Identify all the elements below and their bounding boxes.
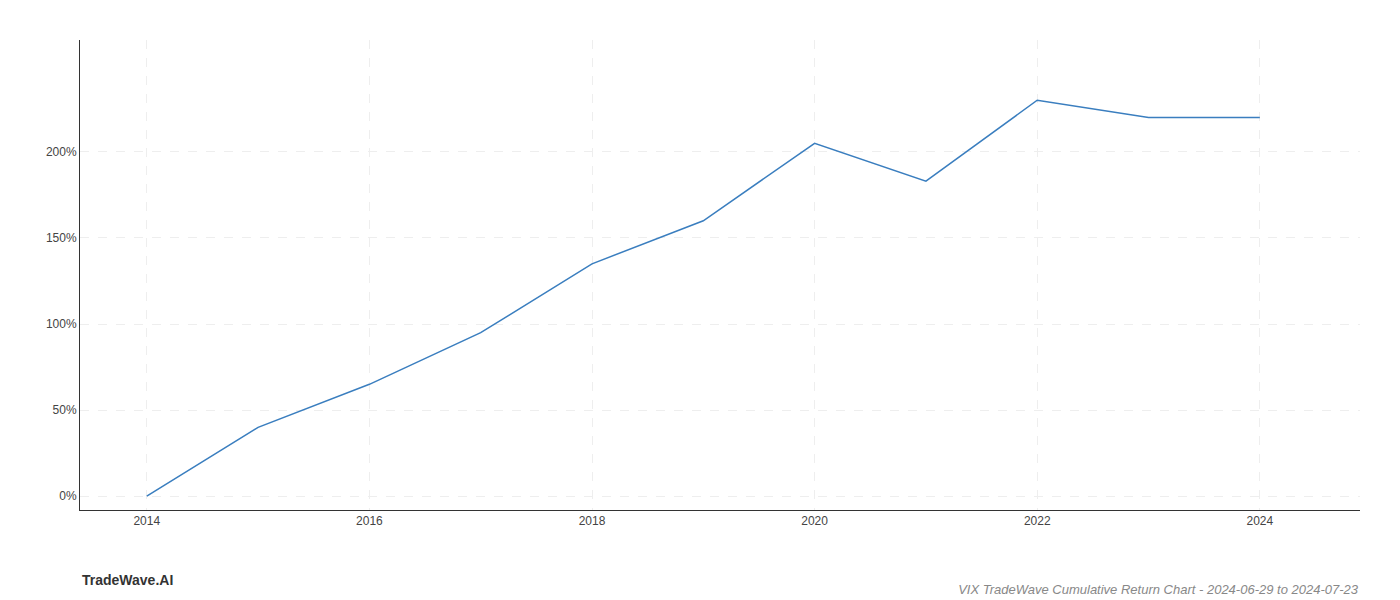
- svg-text:100%: 100%: [46, 317, 77, 331]
- svg-text:0%: 0%: [59, 489, 77, 503]
- svg-text:2014: 2014: [133, 514, 160, 528]
- svg-text:2018: 2018: [579, 514, 606, 528]
- svg-text:150%: 150%: [46, 231, 77, 245]
- svg-text:TradeWave.AI: TradeWave.AI: [82, 572, 173, 588]
- svg-text:200%: 200%: [46, 145, 77, 159]
- svg-text:2024: 2024: [1246, 514, 1273, 528]
- svg-text:2016: 2016: [356, 514, 383, 528]
- svg-text:50%: 50%: [53, 403, 77, 417]
- svg-text:2020: 2020: [801, 514, 828, 528]
- svg-text:2022: 2022: [1024, 514, 1051, 528]
- svg-text:VIX TradeWave Cumulative Retur: VIX TradeWave Cumulative Return Chart - …: [958, 582, 1359, 597]
